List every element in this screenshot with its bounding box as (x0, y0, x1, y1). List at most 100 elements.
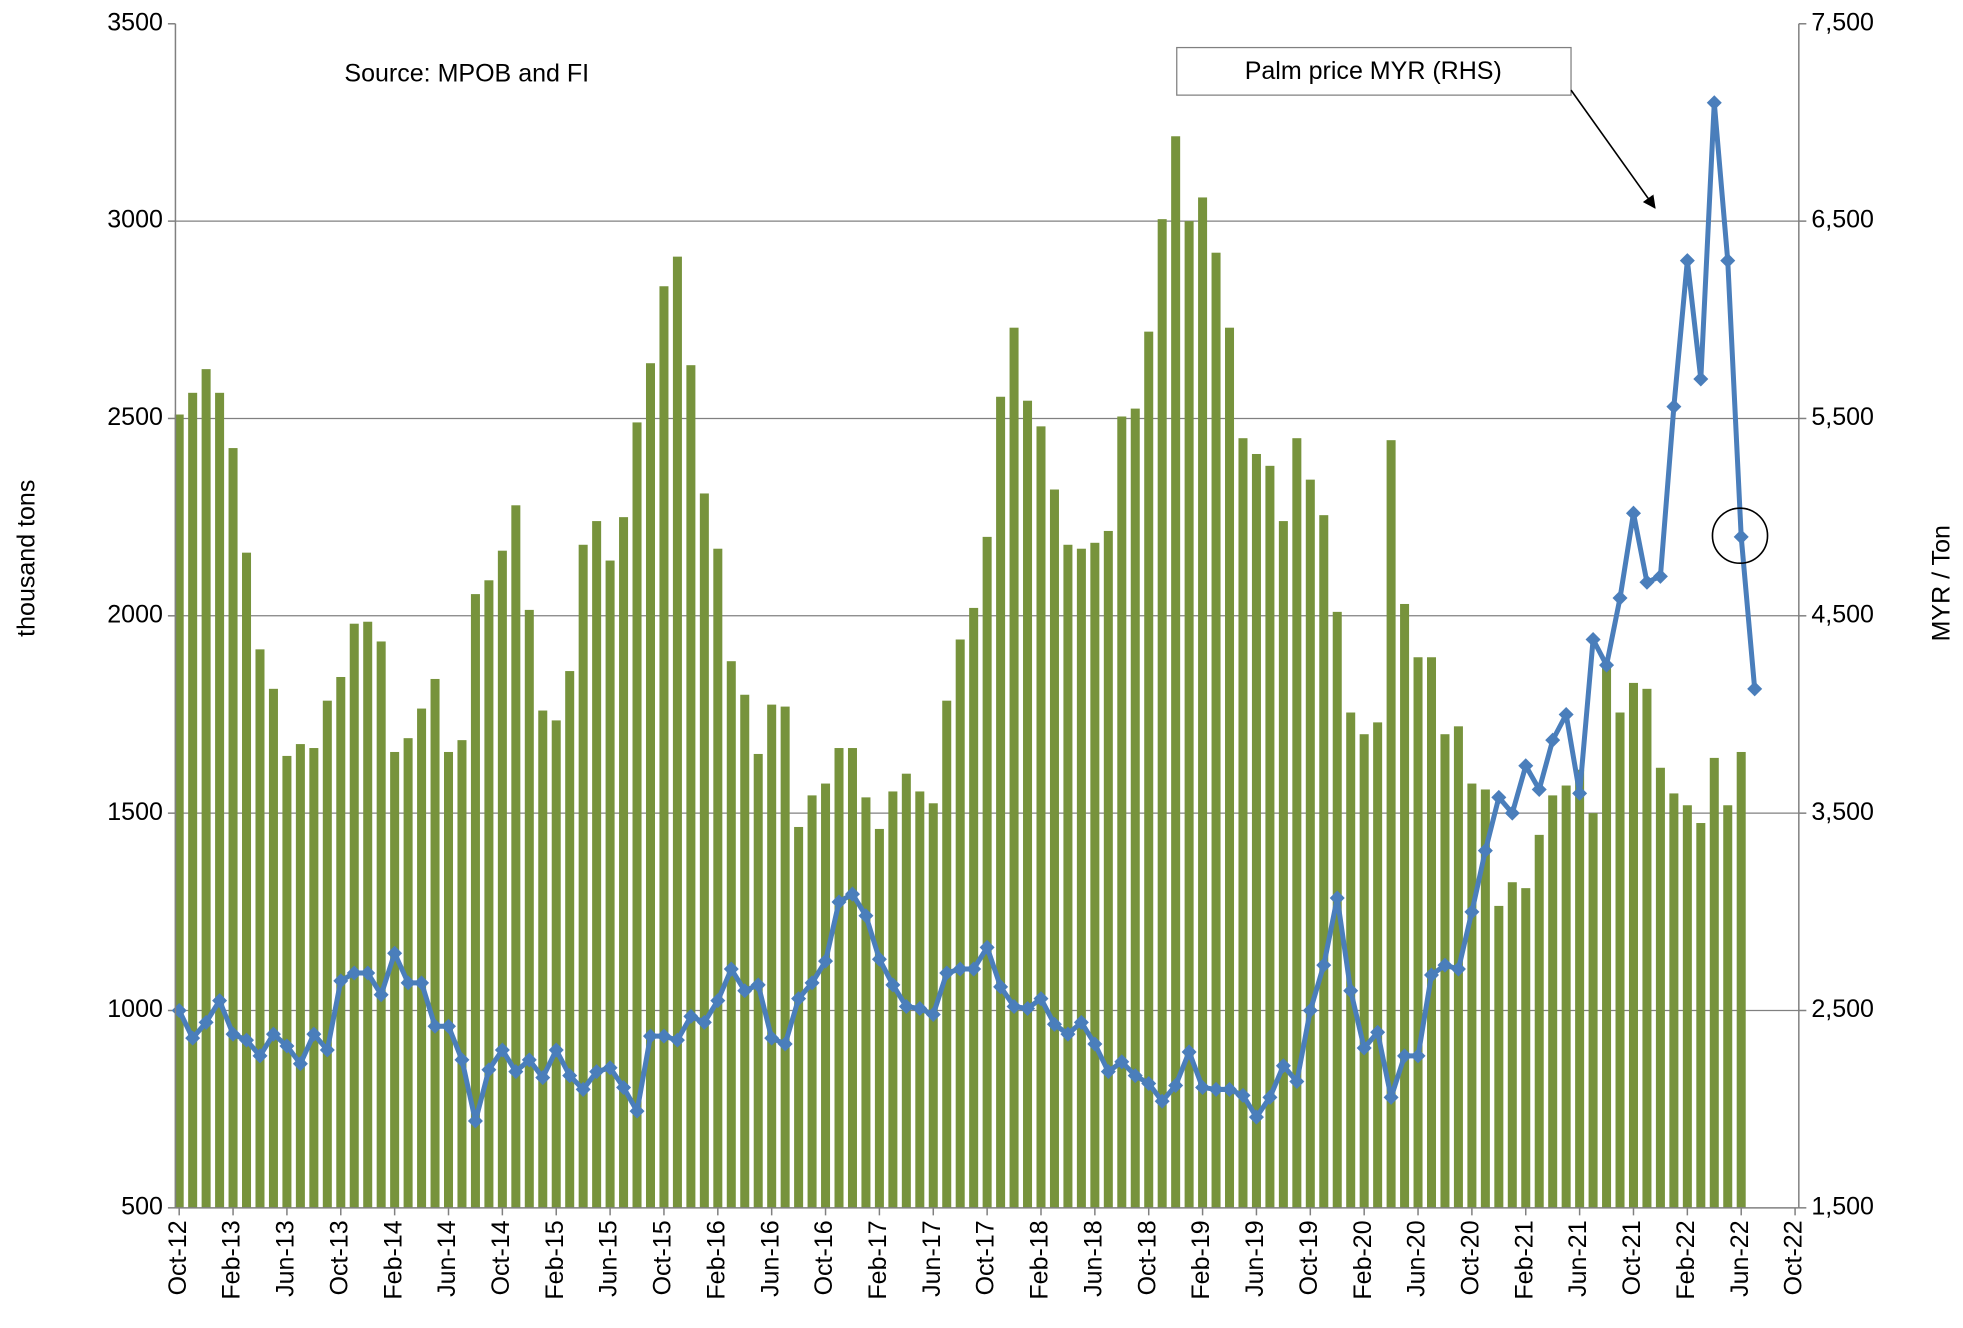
marker (979, 939, 995, 955)
x-tick-label: Jun-18 (1079, 1220, 1107, 1297)
marker (414, 975, 430, 991)
marker (642, 1028, 659, 1044)
bar (1669, 793, 1679, 1208)
x-tick-label: Oct-12 (164, 1220, 192, 1295)
bar (322, 700, 332, 1208)
bar (794, 826, 804, 1208)
marker (1343, 983, 1359, 999)
marker (952, 961, 968, 977)
x-tick-label: Oct-19 (1295, 1220, 1323, 1295)
marker (898, 999, 914, 1015)
marker (1437, 957, 1453, 973)
marker (966, 961, 982, 977)
marker (1208, 1081, 1224, 1097)
x-tick-label: Jun-16 (756, 1220, 784, 1297)
marker (1585, 631, 1601, 648)
bar (1319, 515, 1329, 1208)
bar (955, 639, 965, 1208)
bar (1238, 438, 1248, 1208)
bar (255, 649, 265, 1208)
bar (928, 803, 938, 1208)
x-tick-label: Oct-20 (1457, 1220, 1485, 1295)
bar (672, 256, 682, 1208)
bar (1103, 530, 1113, 1208)
marker (1652, 568, 1668, 584)
marker (1154, 1093, 1170, 1109)
marker (225, 1026, 241, 1042)
bar (996, 396, 1006, 1208)
bar (1278, 521, 1288, 1208)
marker (346, 965, 362, 981)
bar (1494, 905, 1504, 1208)
bar (565, 671, 575, 1208)
x-tick-label: Jun-14 (433, 1220, 461, 1297)
bar (1507, 882, 1517, 1208)
marker (292, 1056, 308, 1072)
bar (1588, 813, 1598, 1208)
y2-tick-label: 2,500 (1811, 995, 1874, 1023)
x-tick-label: Jun-20 (1403, 1220, 1431, 1297)
marker (777, 1036, 793, 1052)
bar (363, 621, 373, 1208)
callout-arrow (1570, 89, 1656, 209)
bar (699, 493, 709, 1208)
marker (1127, 1068, 1143, 1084)
marker (239, 1032, 255, 1048)
marker (912, 1001, 928, 1017)
bar (1413, 657, 1423, 1208)
highlight-circle (1711, 507, 1769, 565)
bar (1184, 221, 1194, 1208)
marker (279, 1038, 295, 1054)
marker (440, 1018, 457, 1034)
bar (1157, 219, 1167, 1208)
bar (1130, 408, 1140, 1208)
y2-axis-title: MYR / Ton (1927, 525, 1955, 641)
marker (1423, 967, 1440, 983)
marker (1464, 904, 1480, 920)
marker (1693, 371, 1709, 387)
bar (1467, 783, 1477, 1208)
bar (592, 521, 602, 1208)
bar (188, 392, 198, 1208)
bar (1090, 542, 1100, 1208)
marker (1114, 1054, 1130, 1070)
y-tick-label: 1500 (107, 798, 163, 826)
bar (551, 720, 561, 1208)
bar (619, 517, 629, 1208)
bar (215, 392, 225, 1208)
x-tick-label: Feb-15 (541, 1220, 569, 1299)
bar (309, 748, 319, 1208)
marker (925, 1006, 941, 1022)
marker (1222, 1081, 1238, 1097)
bar (1682, 805, 1692, 1208)
marker (1504, 805, 1520, 821)
bar (915, 791, 925, 1208)
bar (1049, 489, 1059, 1208)
y2-tick-label: 5,500 (1811, 403, 1874, 431)
marker (737, 983, 753, 999)
marker (993, 979, 1009, 995)
bar (538, 710, 548, 1208)
marker (427, 1018, 443, 1034)
y-tick-label: 500 (121, 1192, 163, 1220)
marker (723, 961, 739, 977)
marker (373, 987, 389, 1003)
marker (1329, 890, 1345, 906)
x-tick-label: Feb-18 (1026, 1220, 1054, 1299)
marker (1383, 1089, 1399, 1105)
marker (696, 1014, 712, 1030)
bar (1346, 712, 1356, 1208)
x-tick-label: Feb-13 (218, 1220, 246, 1299)
x-tick-label: Oct-15 (649, 1220, 677, 1295)
marker (589, 1064, 605, 1080)
marker (764, 1030, 780, 1046)
bar (201, 369, 211, 1208)
x-tick-label: Jun-21 (1564, 1220, 1592, 1297)
x-tick-label: Oct-16 (810, 1220, 838, 1295)
bar (1521, 888, 1531, 1208)
marker (212, 993, 228, 1009)
bar (524, 609, 534, 1208)
bar (1359, 734, 1369, 1208)
source-note: Source: MPOB and FI (344, 60, 589, 88)
bar (1023, 400, 1033, 1208)
